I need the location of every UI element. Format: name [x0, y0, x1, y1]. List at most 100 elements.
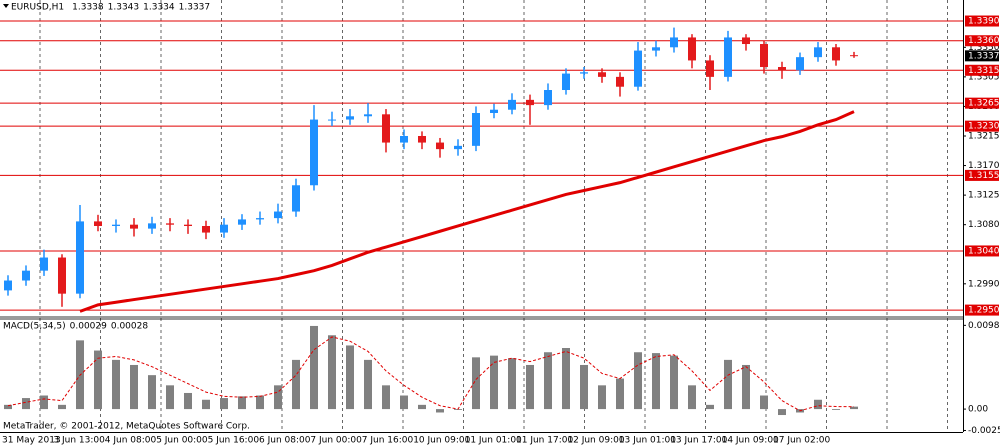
macd-bar [328, 335, 336, 410]
header-value: 1.3343 [108, 3, 140, 13]
macd-bar [652, 353, 660, 410]
level-label-box [965, 304, 999, 316]
level-label-box [965, 120, 999, 132]
macd-bar [130, 364, 138, 410]
candle-body [724, 37, 732, 77]
level-label-box [965, 169, 999, 181]
indicator-value: 0.00028 [111, 322, 148, 332]
macd-bar [148, 375, 156, 410]
macd-bar [598, 385, 606, 410]
macd-bar [562, 348, 570, 410]
candle-body [130, 224, 138, 229]
macd-bar [220, 398, 228, 410]
level-label: 1.3155 [968, 171, 1000, 181]
macd-bar [670, 355, 678, 410]
x-tick-label: 31 May 2013 [2, 436, 61, 446]
candle-body [184, 224, 192, 226]
candle-body [328, 119, 336, 121]
macd-bar [112, 359, 120, 410]
x-tick-label: 7 Jun 16:00 [362, 436, 414, 446]
candle-body [796, 57, 804, 71]
level-label: 1.3265 [968, 99, 1000, 109]
macd-bar [184, 392, 192, 410]
moving-average [79, 110, 855, 313]
macd-bar [364, 359, 372, 410]
macd-bar [274, 385, 282, 410]
candle-body [418, 135, 426, 143]
macd-bar [40, 395, 48, 410]
header-arrow [3, 4, 9, 8]
macd-bar [94, 350, 102, 410]
signal-line [7, 336, 855, 412]
macd-bar [850, 406, 858, 410]
y-tick-label: 1.3170 [968, 161, 1000, 171]
level-label: 1.3390 [968, 17, 1000, 27]
macd-bar [346, 345, 354, 410]
candle-body [310, 119, 318, 186]
macd-bar [202, 399, 210, 410]
macd-bar [832, 409, 840, 410]
candle-body [760, 44, 768, 68]
y-tick-label: 1.3080 [968, 220, 1000, 230]
macd-bar [310, 325, 318, 410]
candle-body [346, 116, 354, 120]
y-tick-label: 0.00987 [968, 321, 1000, 331]
macd-bar [418, 404, 426, 410]
header-value: 1.3334 [143, 3, 175, 13]
level-label-box [965, 15, 999, 27]
macd-bar [706, 404, 714, 410]
x-tick-label: 12 Jun 09:00 [567, 436, 624, 446]
panel-separator [0, 316, 963, 320]
macd-bar [616, 378, 624, 410]
x-tick-label: 13 Jun 01:00 [619, 436, 676, 446]
macd-bar [256, 395, 264, 410]
macd-bar [634, 352, 642, 410]
x-tick-label: 13 Jun 17:00 [670, 436, 727, 446]
indicator-value: 0.00029 [70, 322, 107, 332]
macd-bar [58, 404, 66, 410]
candle-body [256, 218, 264, 220]
y-tick-label: 1.3350 [968, 43, 1000, 53]
macd-bar [382, 385, 390, 410]
candle-body [472, 112, 480, 146]
level-label-box [965, 64, 999, 76]
candle-body [94, 221, 102, 226]
copyright: MetaTrader, © 2001-2012, MetaQuotes Soft… [3, 422, 250, 432]
candle-body [40, 257, 48, 271]
candle-body [148, 223, 156, 229]
macd-bar [742, 364, 750, 410]
x-tick-label: 6 Jun 08:00 [259, 436, 311, 446]
level-label: 1.3230 [968, 122, 1000, 132]
macd-bar [292, 359, 300, 410]
candle-body [526, 99, 534, 106]
y-tick-label: 1.3305 [968, 72, 1000, 82]
x-tick-label: 5 Jun 16:00 [208, 436, 260, 446]
y-tick-label: 1.3215 [968, 131, 1000, 141]
macd-bar [688, 385, 696, 410]
y-tick-label: 1.3125 [968, 191, 1000, 201]
candle-body [670, 37, 678, 48]
header-value: 1.3337 [179, 3, 211, 13]
candle-body [364, 114, 372, 117]
candle-body [274, 211, 282, 219]
y-tick-label: 1.2990 [968, 279, 1000, 289]
macd-bar [490, 355, 498, 410]
level-label-box [965, 245, 999, 257]
header-value: 1.3338 [72, 3, 104, 13]
macd-bar [778, 409, 786, 416]
x-tick-label: 11 Jun 01:00 [465, 436, 522, 446]
level-label: 1.3040 [968, 246, 1000, 256]
x-tick-label: 4 Jun 08:00 [105, 436, 157, 446]
candle-body [598, 72, 606, 77]
candle-body [22, 270, 30, 281]
candle-body [652, 47, 660, 51]
macd-bar [724, 359, 732, 410]
macd-bar [22, 398, 30, 410]
level-label: 1.3315 [968, 66, 1000, 76]
level-label-box [965, 97, 999, 109]
candle-body [616, 76, 624, 87]
candle-body [436, 142, 444, 150]
candle-body [58, 257, 66, 294]
candle-body [76, 221, 84, 294]
